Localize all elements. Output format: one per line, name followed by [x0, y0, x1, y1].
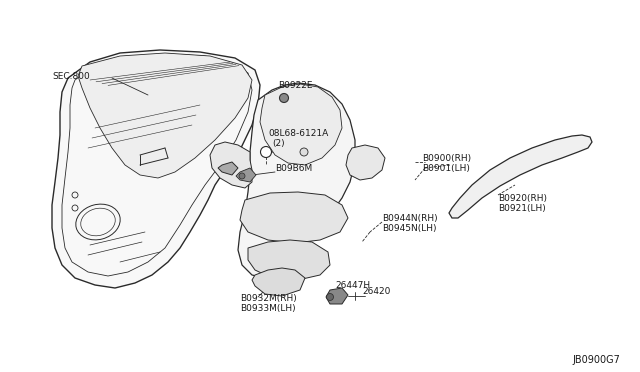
Polygon shape [210, 142, 252, 188]
Text: B0944N(RH): B0944N(RH) [382, 214, 438, 222]
Polygon shape [252, 268, 305, 296]
Text: (2): (2) [272, 138, 285, 148]
Text: B0945N(LH): B0945N(LH) [382, 224, 436, 232]
Polygon shape [52, 50, 260, 288]
Polygon shape [218, 162, 238, 175]
Polygon shape [240, 192, 348, 243]
Text: B0921(LH): B0921(LH) [498, 203, 546, 212]
Polygon shape [78, 53, 252, 178]
Circle shape [280, 93, 289, 103]
Text: 08L68-6121A: 08L68-6121A [268, 128, 328, 138]
Text: B0901(LH): B0901(LH) [422, 164, 470, 173]
Polygon shape [260, 84, 342, 165]
Polygon shape [238, 83, 355, 278]
Text: 26420: 26420 [362, 288, 390, 296]
Polygon shape [346, 145, 385, 180]
Polygon shape [326, 288, 348, 304]
Text: JB0900G7: JB0900G7 [572, 355, 620, 365]
Text: 26447H: 26447H [335, 280, 370, 289]
Circle shape [239, 173, 245, 179]
Text: B0920(RH): B0920(RH) [498, 193, 547, 202]
Text: B0933M(LH): B0933M(LH) [240, 304, 296, 312]
Polygon shape [236, 168, 256, 182]
Circle shape [300, 148, 308, 156]
Polygon shape [449, 135, 592, 218]
Text: B0932M(RH): B0932M(RH) [240, 294, 297, 302]
Circle shape [326, 294, 333, 301]
Text: B09B6M: B09B6M [275, 164, 312, 173]
Text: B0922E: B0922E [278, 80, 312, 90]
Polygon shape [248, 240, 330, 280]
Text: SEC.800: SEC.800 [52, 71, 90, 80]
Circle shape [260, 147, 271, 157]
Text: B0900(RH): B0900(RH) [422, 154, 471, 163]
